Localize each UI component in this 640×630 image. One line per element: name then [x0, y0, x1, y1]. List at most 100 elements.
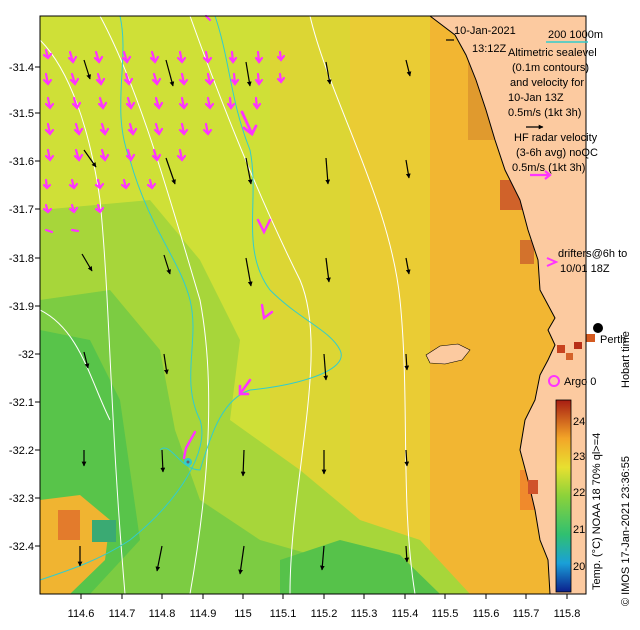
velocity-arrow-icon: [155, 545, 163, 572]
radar-arrow-icon: [42, 178, 52, 190]
radar-arrow-icon: [230, 72, 240, 86]
plot-frame: [39, 15, 587, 595]
y-tick-label: -31.9: [9, 301, 34, 313]
radar-line-2: (3-6h avg) noQC: [516, 147, 598, 159]
y-tick-label: -31.5: [9, 108, 34, 120]
velocity-arrow-icon: [245, 61, 252, 87]
x-tick-label: 115.6: [473, 608, 500, 620]
x-tick-label: 115.1: [270, 608, 297, 620]
colorbar-tick: 21: [573, 524, 585, 536]
x-tick-label: 115.4: [392, 608, 419, 620]
radar-arrow-icon: [182, 430, 197, 460]
radar-arrow-icon: [178, 96, 189, 110]
radar-arrow-icon: [44, 96, 55, 110]
x-tick-label: 114.9: [190, 608, 217, 620]
radar-arrow-icon: [42, 72, 53, 86]
sealevel-line-2: (0.1m contours): [512, 62, 589, 74]
y-tick-label: -32: [18, 349, 34, 361]
sealevel-scale: 0.5m/s (1kt 3h): [508, 107, 581, 119]
radar-arrow-icon: [202, 122, 213, 136]
velocity-arrow-icon: [325, 257, 331, 283]
colorbar-tick: 24: [573, 416, 585, 428]
x-tick-label: 115.3: [351, 608, 378, 620]
y-tick-label: -31.8: [9, 253, 34, 265]
radar-arrow-icon: [73, 122, 84, 136]
radar-scale: 0.5m/s (1kt 3h): [512, 162, 585, 174]
radar-arrow-icon: [204, 14, 212, 22]
velocity-arrow-icon: [245, 157, 253, 185]
radar-arrow-icon: [204, 96, 215, 110]
sealevel-legend: Altimetric sealevel (0.1m contours) and …: [508, 47, 597, 130]
velocity-arrow-icon: [325, 157, 331, 185]
radar-arrow-icon: [276, 50, 286, 62]
radar-arrow-icon: [260, 303, 274, 321]
radar-arrow-icon: [153, 96, 164, 110]
x-tick-labels: 114.6 114.7 114.8 114.9 115 115.1 115.2 …: [68, 608, 581, 620]
radar-arrow-icon: [149, 50, 160, 64]
drifter-legend: drifters@6h to 10/01 18Z: [546, 248, 627, 275]
y-tick-label: -32.2: [9, 445, 34, 457]
radar-arrow-icon: [125, 148, 136, 162]
y-tick-label: -31.7: [9, 204, 34, 216]
rottnest-island: [425, 343, 471, 365]
sealevel-line-3: and velocity for: [510, 77, 584, 89]
radar-arrow-icon: [151, 148, 162, 162]
x-tick-label: 114.7: [109, 608, 136, 620]
velocity-arrow-icon: [165, 59, 175, 87]
radar-arrow-icon: [73, 148, 84, 162]
radar-arrow-icon: [93, 50, 104, 64]
y-tick-labels: -31.4 -31.5 -31.6 -31.7 -31.8 -31.9 -32 …: [9, 62, 34, 553]
radar-arrow-icon: [228, 50, 238, 64]
velocity-arrow-icon: [323, 353, 329, 381]
radar-legend: HF radar velocity (3-6h avg) noQC 0.5m/s…: [512, 132, 598, 180]
radar-arrows: [42, 14, 286, 460]
radar-arrow-icon: [44, 148, 55, 162]
colorbar: 24 23 22 21 20: [555, 399, 585, 593]
hobart-time-label: Hobart time: [620, 331, 632, 388]
velocity-arrow-icon: [405, 59, 412, 77]
radar-arrow-icon: [67, 50, 78, 64]
land-mass: [430, 16, 586, 594]
radar-arrow-icon: [94, 178, 105, 190]
velocity-arrow-icon: [240, 449, 246, 477]
radar-arrow-icon: [178, 72, 189, 86]
radar-arrow-icon: [120, 178, 131, 190]
velocity-arrow-icon: [81, 253, 93, 272]
radar-arrow-icon: [153, 122, 164, 136]
city-label: Perth: [600, 334, 626, 346]
sealevel-line-1: Altimetric sealevel: [508, 47, 597, 59]
colorbar-tick: 23: [573, 451, 585, 463]
y-tick-label: -31.4: [9, 62, 34, 74]
radar-arrow-icon: [202, 50, 213, 64]
x-tick-label: 114.6: [68, 608, 95, 620]
x-tick-label: 114.8: [149, 608, 176, 620]
radar-arrow-icon: [546, 257, 559, 267]
y-tick-label: -31.6: [9, 156, 34, 168]
sealevel-line-4: 10-Jan 13Z: [508, 92, 564, 104]
radar-arrow-icon: [121, 50, 132, 64]
radar-arrow-icon: [70, 228, 80, 233]
colorbar-tick: 22: [573, 487, 585, 499]
isobaths: [40, 16, 342, 581]
velocity-arrow-icon: [163, 254, 171, 275]
radar-arrow-icon: [204, 72, 215, 86]
velocity-arrow-icon: [165, 157, 176, 185]
velocity-arrow-icon: [83, 351, 90, 369]
velocity-arrow-icon: [319, 545, 325, 571]
radar-arrow-icon: [68, 203, 79, 214]
radar-arrow-icon: [95, 72, 106, 86]
velocity-arrow-icon: [238, 545, 245, 575]
drifter-track: [184, 458, 192, 466]
velocity-arrows: [77, 59, 412, 575]
radar-arrow-icon: [97, 96, 108, 110]
credit-line: © IMOS 17-Jan-2021 23:36:55: [620, 456, 632, 606]
radar-arrow-icon: [176, 50, 187, 64]
y-tick-label: -32.4: [9, 541, 34, 553]
radar-arrow-icon: [69, 72, 80, 86]
radar-arrow-icon: [42, 203, 53, 214]
x-tick-label: 115: [234, 608, 252, 620]
radar-arrow-icon: [68, 178, 79, 190]
radar-arrow-icon: [44, 228, 54, 234]
radar-arrow-icon: [238, 378, 252, 396]
velocity-arrow-icon: [325, 61, 332, 85]
